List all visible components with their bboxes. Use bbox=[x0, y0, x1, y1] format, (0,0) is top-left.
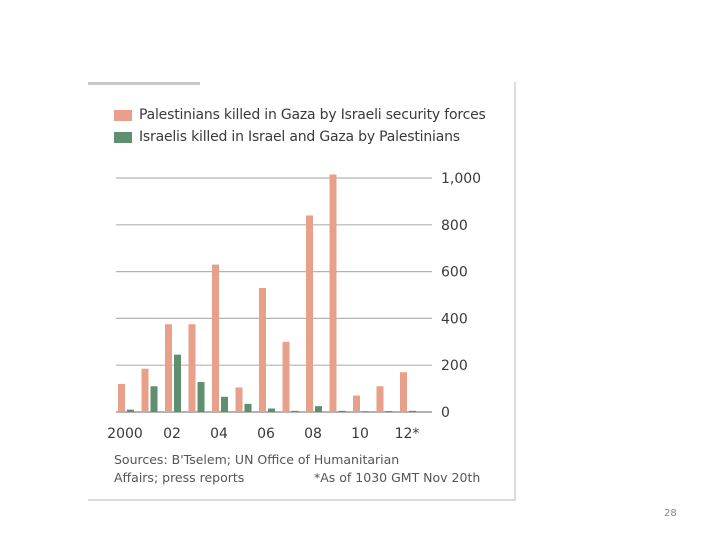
x-tick-label: 06 bbox=[257, 426, 275, 442]
bar-israelis-2004 bbox=[221, 396, 228, 412]
legend-swatch-israelis bbox=[114, 131, 132, 143]
x-tick-label: 2000 bbox=[107, 426, 143, 442]
bar-israelis-2011 bbox=[385, 411, 393, 412]
y-tick-label: 400 bbox=[441, 311, 468, 327]
bar-palestinians-2006 bbox=[259, 287, 266, 412]
y-tick-label: 200 bbox=[441, 358, 468, 374]
top-rule bbox=[88, 82, 200, 85]
bar-palestinians-2004 bbox=[212, 264, 219, 412]
bar-palestinians-2000 bbox=[118, 383, 125, 412]
bar-palestinians-2001 bbox=[141, 368, 149, 412]
x-tick-label: 04 bbox=[210, 426, 228, 442]
bar-israelis-2003 bbox=[197, 382, 205, 412]
chart-legend: Palestinians killed in Gaza by Israeli s… bbox=[114, 104, 486, 148]
page-number: 28 bbox=[664, 508, 677, 519]
bar-palestinians-2009 bbox=[329, 174, 337, 412]
bar-israelis-2007 bbox=[291, 410, 299, 412]
y-tick-label: 800 bbox=[441, 218, 468, 234]
bar-israelis-2010 bbox=[362, 411, 369, 412]
source-note: Sources: B'Tselem; UN Office of Humanita… bbox=[114, 451, 399, 487]
bar-israelis-2006 bbox=[268, 408, 275, 412]
figure-right-border bbox=[514, 82, 516, 500]
source-line-1: Sources: B'Tselem; UN Office of Humanita… bbox=[114, 452, 400, 467]
chart-figure bbox=[88, 82, 516, 500]
bar-palestinians-2003 bbox=[188, 324, 196, 412]
bar-palestinians-2008 bbox=[306, 215, 313, 412]
bar-israelis-2009 bbox=[338, 410, 346, 412]
source-line-2: Affairs; press reports bbox=[114, 470, 245, 485]
figure-bottom-border bbox=[88, 499, 516, 501]
y-tick-label: 600 bbox=[441, 265, 468, 281]
bar-israelis-2005 bbox=[244, 403, 252, 412]
y-tick-label: 0 bbox=[441, 405, 450, 421]
legend-label-israelis: Israelis killed in Israel and Gaza by Pa… bbox=[139, 129, 460, 145]
legend-item-palestinians: Palestinians killed in Gaza by Israeli s… bbox=[114, 104, 486, 126]
footnote: *As of 1030 GMT Nov 20th bbox=[314, 470, 481, 485]
x-tick-label: 08 bbox=[304, 426, 322, 442]
x-tick-label: 12* bbox=[395, 426, 420, 442]
bar-palestinians-2002 bbox=[165, 324, 172, 412]
legend-item-israelis: Israelis killed in Israel and Gaza by Pa… bbox=[114, 126, 486, 148]
bar-palestinians-2010 bbox=[353, 395, 360, 412]
bar-palestinians-2012 bbox=[400, 372, 407, 412]
bar-israelis-2002 bbox=[174, 354, 181, 412]
bar-israelis-2012 bbox=[409, 410, 416, 412]
bar-palestinians-2005 bbox=[235, 387, 243, 412]
legend-swatch-palestinians bbox=[114, 109, 132, 121]
bar-israelis-2000 bbox=[127, 409, 134, 412]
bar-palestinians-2011 bbox=[376, 386, 384, 412]
x-tick-label: 10 bbox=[351, 426, 369, 442]
y-tick-label: 1,000 bbox=[441, 171, 481, 187]
legend-label-palestinians: Palestinians killed in Gaza by Israeli s… bbox=[139, 107, 486, 123]
x-tick-label: 02 bbox=[163, 426, 181, 442]
bar-palestinians-2007 bbox=[282, 341, 290, 412]
bar-israelis-2008 bbox=[315, 406, 322, 412]
bar-israelis-2001 bbox=[150, 386, 158, 412]
